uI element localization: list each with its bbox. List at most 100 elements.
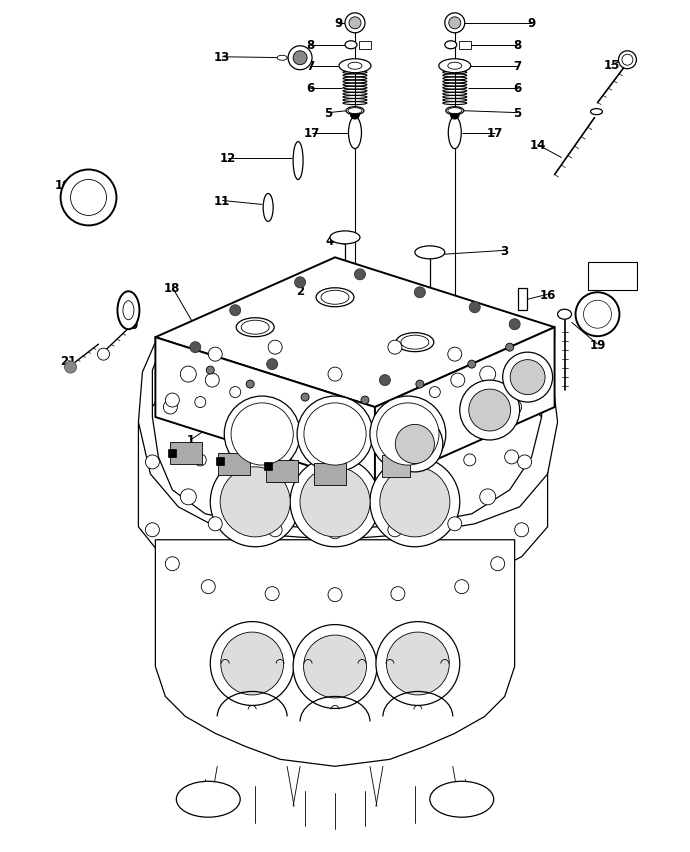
Bar (587, 263, 638, 291)
Bar (170, 442, 202, 464)
Text: 3: 3 (501, 245, 509, 257)
Ellipse shape (346, 107, 364, 116)
Circle shape (493, 394, 506, 407)
Circle shape (328, 368, 342, 382)
Circle shape (266, 360, 277, 370)
Circle shape (295, 278, 306, 289)
Text: 8: 8 (513, 39, 522, 52)
Circle shape (221, 632, 284, 695)
Circle shape (97, 348, 110, 360)
Circle shape (480, 366, 495, 383)
Ellipse shape (448, 108, 462, 114)
Ellipse shape (277, 56, 287, 61)
Text: 20: 20 (122, 319, 139, 331)
Bar (359, 42, 371, 49)
Circle shape (388, 341, 402, 354)
Circle shape (328, 588, 342, 602)
Text: 10: 10 (55, 179, 70, 192)
Text: 8: 8 (306, 39, 314, 52)
Circle shape (506, 343, 513, 352)
Circle shape (268, 341, 282, 354)
Circle shape (451, 111, 460, 120)
Ellipse shape (445, 42, 457, 49)
Circle shape (146, 523, 159, 537)
Circle shape (370, 396, 446, 472)
Circle shape (300, 467, 370, 538)
Text: 19: 19 (589, 338, 606, 351)
Circle shape (70, 181, 106, 216)
Circle shape (448, 18, 461, 30)
Bar (216, 458, 224, 465)
Circle shape (469, 302, 480, 314)
Ellipse shape (448, 118, 462, 149)
Text: 12: 12 (220, 152, 237, 164)
Ellipse shape (348, 108, 362, 114)
Circle shape (230, 305, 241, 316)
Circle shape (166, 394, 179, 407)
Circle shape (622, 55, 633, 66)
Circle shape (355, 269, 366, 280)
Circle shape (584, 301, 611, 329)
Ellipse shape (241, 321, 269, 335)
Circle shape (503, 353, 553, 403)
Polygon shape (155, 540, 515, 767)
Circle shape (345, 14, 365, 34)
Circle shape (508, 400, 522, 415)
Polygon shape (139, 328, 558, 540)
Ellipse shape (236, 319, 274, 337)
Circle shape (515, 523, 529, 537)
Circle shape (224, 396, 300, 472)
Circle shape (395, 425, 435, 464)
Circle shape (166, 557, 179, 571)
Circle shape (518, 456, 531, 469)
Circle shape (370, 458, 460, 547)
Circle shape (304, 636, 366, 698)
Circle shape (180, 366, 196, 383)
Circle shape (415, 287, 425, 298)
Ellipse shape (430, 781, 494, 817)
Circle shape (469, 389, 511, 431)
Ellipse shape (348, 118, 362, 149)
Ellipse shape (396, 333, 434, 352)
Circle shape (293, 625, 377, 709)
Circle shape (380, 375, 391, 386)
Polygon shape (155, 258, 555, 407)
Text: 2: 2 (296, 285, 304, 297)
Ellipse shape (263, 194, 273, 222)
Circle shape (328, 525, 342, 539)
Ellipse shape (330, 232, 360, 245)
Ellipse shape (321, 291, 349, 305)
Circle shape (210, 622, 294, 705)
Circle shape (480, 489, 495, 505)
Circle shape (351, 111, 359, 120)
Circle shape (268, 523, 282, 537)
Bar (266, 460, 298, 482)
Circle shape (220, 467, 290, 538)
Ellipse shape (339, 60, 371, 73)
Text: 21: 21 (61, 354, 77, 367)
Ellipse shape (345, 42, 357, 49)
Polygon shape (155, 337, 375, 487)
Bar (382, 456, 410, 477)
Circle shape (448, 517, 462, 531)
Circle shape (416, 381, 424, 389)
Circle shape (290, 458, 380, 547)
Text: 5: 5 (513, 107, 522, 120)
Circle shape (491, 557, 504, 571)
Circle shape (195, 454, 206, 466)
Circle shape (195, 397, 206, 408)
Ellipse shape (123, 302, 134, 320)
Circle shape (504, 451, 519, 464)
Circle shape (575, 293, 620, 337)
Bar (218, 453, 250, 475)
Text: 7: 7 (513, 60, 522, 73)
Polygon shape (375, 328, 555, 487)
Circle shape (429, 387, 440, 398)
Text: 4: 4 (326, 234, 334, 248)
Bar (459, 42, 471, 49)
Circle shape (349, 18, 361, 30)
Text: FWD: FWD (600, 272, 625, 282)
Circle shape (246, 381, 254, 389)
Bar (518, 289, 526, 311)
Ellipse shape (558, 310, 571, 320)
